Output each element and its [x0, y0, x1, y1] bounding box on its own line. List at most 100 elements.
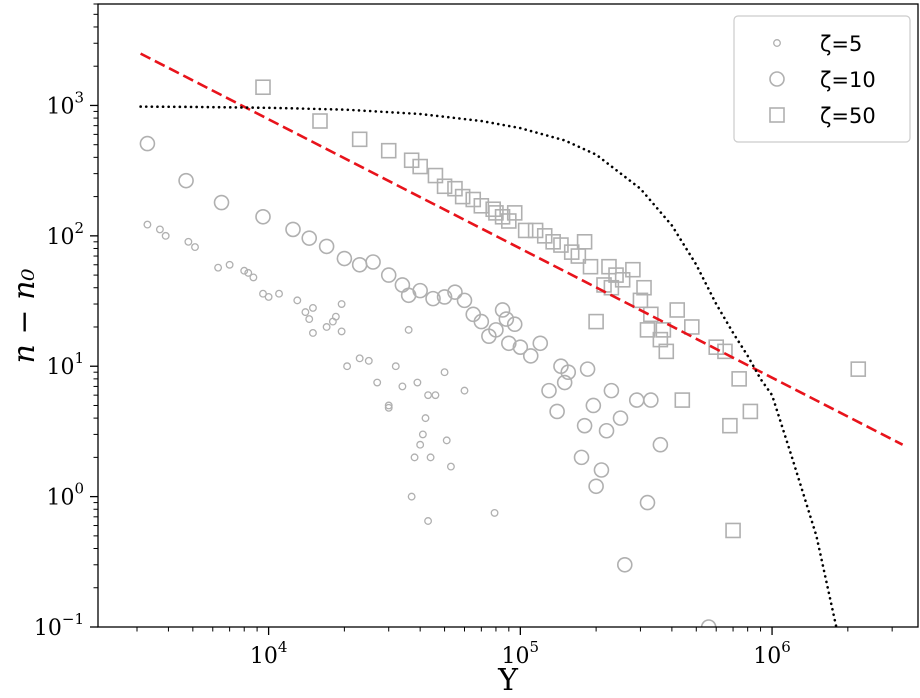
- fit-lines: [139, 52, 904, 627]
- data-point: [643, 392, 659, 408]
- data-point: [636, 279, 652, 296]
- data-point: [612, 410, 629, 426]
- data-point: [240, 266, 249, 275]
- data-point: [576, 234, 593, 250]
- data-point: [579, 361, 596, 377]
- data-point: [264, 292, 273, 301]
- data-point: [308, 303, 317, 312]
- data-point: [139, 135, 156, 152]
- data-point: [394, 277, 411, 293]
- data-point: [742, 403, 759, 420]
- data-point: [143, 220, 152, 229]
- data-point: [259, 289, 267, 298]
- data-point: [652, 436, 669, 453]
- data-point: [490, 508, 499, 517]
- data-point: [488, 322, 504, 338]
- data-point: [424, 517, 433, 525]
- data-point: [582, 258, 599, 275]
- data-point: [473, 313, 490, 330]
- data-point: [249, 273, 258, 282]
- data-point: [416, 440, 425, 449]
- data-point: [191, 243, 199, 252]
- data-point: [512, 339, 529, 355]
- data-point: [598, 422, 615, 439]
- data-point: [460, 386, 469, 395]
- data-point: [380, 142, 397, 159]
- data-point: [331, 312, 340, 321]
- legend-box: [733, 15, 911, 143]
- data-point: [494, 302, 511, 318]
- data-point: [255, 79, 271, 96]
- y-tick-label: 103: [46, 88, 84, 119]
- legend-marker: [773, 39, 781, 47]
- data-layer: [139, 79, 867, 627]
- data-point: [527, 222, 544, 239]
- data-point: [731, 371, 747, 387]
- data-point: [336, 250, 353, 267]
- data-point: [628, 392, 645, 408]
- data-point: [184, 237, 193, 246]
- data-point: [337, 327, 346, 336]
- data-point: [318, 238, 335, 255]
- data-point: [465, 306, 482, 323]
- data-point: [285, 221, 301, 238]
- data-point: [442, 436, 451, 445]
- data-point: [700, 619, 717, 627]
- data-point: [588, 313, 604, 330]
- data-point: [436, 289, 453, 305]
- data-point: [593, 462, 610, 478]
- data-point: [614, 272, 631, 288]
- legend-label: ζ=50: [820, 104, 876, 128]
- data-point: [426, 453, 435, 462]
- power-law-line: [140, 52, 904, 446]
- data-point: [293, 296, 302, 305]
- axis-ticks: 104 105 106 10−1 100 101 102 103: [34, 3, 893, 669]
- data-point: [722, 417, 738, 434]
- legend-marker: [769, 71, 785, 87]
- data-point: [155, 225, 164, 234]
- data-point: [213, 194, 230, 211]
- model-curve-line: [139, 105, 838, 627]
- y-tick-label: 10−1: [34, 610, 84, 641]
- data-point: [391, 362, 400, 371]
- data-point: [225, 260, 234, 269]
- data-point: [384, 403, 393, 412]
- data-point: [501, 213, 517, 229]
- data-point: [161, 231, 170, 240]
- data-point: [351, 256, 368, 273]
- data-point: [380, 267, 397, 283]
- data-point: [643, 306, 659, 323]
- data-point: [351, 131, 368, 148]
- data-point: [301, 308, 310, 317]
- data-point: [684, 319, 700, 335]
- data-point: [658, 343, 675, 360]
- data-point: [308, 328, 317, 337]
- data-point: [541, 382, 557, 399]
- series-2: [139, 135, 717, 627]
- data-point: [573, 449, 590, 466]
- data-point: [305, 315, 314, 324]
- y-axis-label: n − n₀: [7, 269, 42, 364]
- data-point: [312, 113, 328, 129]
- y-tick-label: 102: [46, 219, 84, 250]
- data-point: [454, 188, 471, 205]
- data-point: [398, 382, 407, 391]
- data-point: [616, 556, 633, 573]
- x-tick-label: 106: [753, 638, 791, 669]
- data-point: [413, 378, 422, 387]
- data-point: [498, 311, 515, 327]
- series-1: [143, 220, 499, 525]
- data-point: [384, 401, 393, 410]
- data-point: [545, 234, 561, 250]
- legend-label: ζ=10: [820, 68, 876, 92]
- data-point: [410, 453, 419, 462]
- data-point: [536, 228, 553, 244]
- data-point: [343, 362, 352, 371]
- legend-label: ζ=5: [820, 32, 862, 56]
- data-point: [431, 391, 440, 400]
- series-3: [255, 79, 867, 539]
- data-point: [446, 462, 455, 471]
- data-point: [625, 261, 641, 278]
- legend: ζ=5 ζ=10 ζ=50: [733, 15, 911, 143]
